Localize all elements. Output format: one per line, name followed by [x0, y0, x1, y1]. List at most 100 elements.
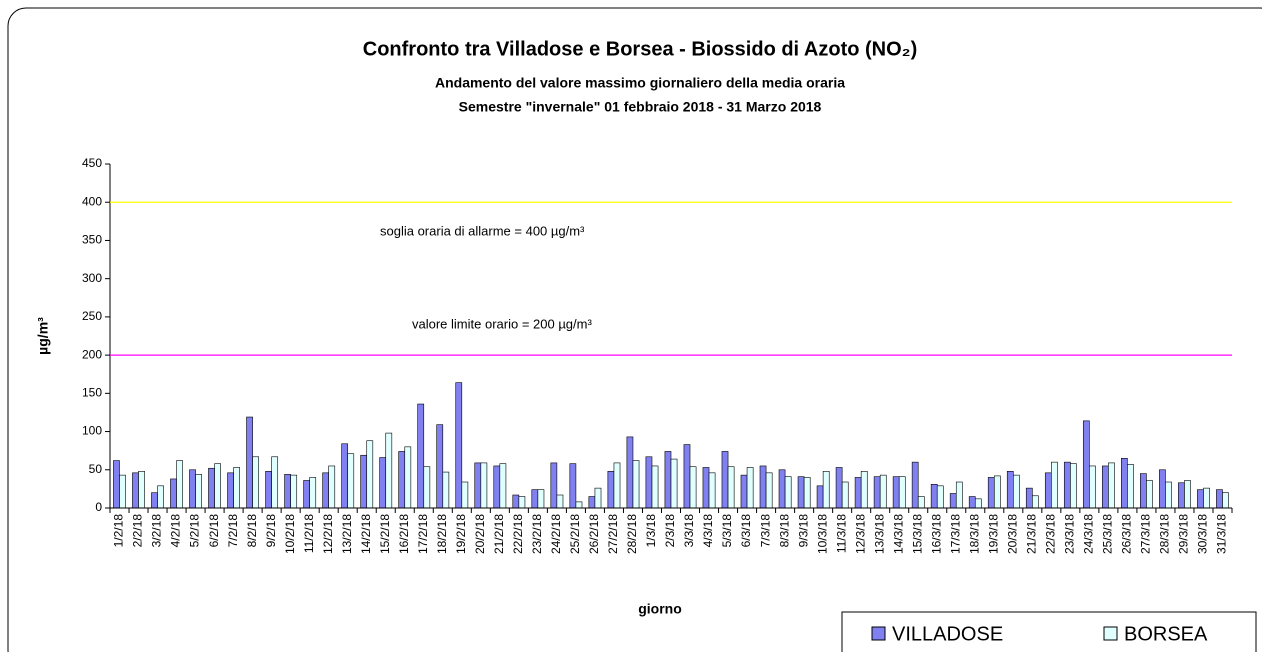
x-tick-label: 24/2/18 — [549, 514, 563, 554]
bar — [518, 496, 526, 509]
bar — [303, 480, 310, 509]
x-tick-label: 14/3/18 — [891, 514, 905, 554]
x-tick-label: 29/3/18 — [1177, 514, 1191, 554]
bar — [816, 485, 824, 509]
bar — [1013, 474, 1020, 509]
bar — [189, 469, 196, 509]
bar — [1165, 481, 1172, 509]
bar — [132, 472, 139, 509]
reference-label: valore limite orario = 200 µg/m³ — [412, 316, 592, 331]
legend — [841, 611, 1257, 652]
x-tick-label: 2/3/18 — [663, 514, 677, 548]
x-tick-label: 27/2/18 — [606, 514, 620, 554]
bar — [322, 472, 329, 509]
bar — [1159, 469, 1166, 509]
bar — [252, 456, 260, 509]
bar — [778, 469, 786, 509]
x-tick-label: 6/2/18 — [207, 514, 221, 548]
bar — [1089, 465, 1096, 509]
x-tick-label: 2/2/18 — [131, 514, 145, 548]
bar — [328, 465, 336, 509]
bar — [1127, 464, 1134, 509]
y-axis-label: µg/m³ — [35, 317, 51, 355]
x-tick-label: 25/2/18 — [568, 514, 582, 554]
bar — [613, 462, 621, 509]
bar — [537, 489, 545, 509]
chart-subtitle: Andamento del valore massimo giornaliero… — [435, 75, 845, 91]
x-tick-label: 16/2/18 — [397, 514, 411, 554]
bar — [1032, 495, 1039, 509]
x-tick-label: 5/3/18 — [720, 514, 734, 548]
x-tick-label: 18/2/18 — [435, 514, 449, 554]
bar — [480, 462, 488, 509]
bar — [493, 465, 501, 509]
bar — [138, 471, 145, 509]
bar — [936, 485, 944, 509]
x-tick-label: 31/3/18 — [1215, 514, 1229, 554]
y-tick-label: 300 — [82, 271, 102, 285]
bar — [151, 492, 158, 509]
bar — [1025, 487, 1033, 509]
x-tick-label: 30/3/18 — [1196, 514, 1210, 554]
bar — [550, 462, 558, 509]
bar — [265, 471, 272, 509]
bar — [689, 466, 697, 509]
x-tick-label: 14/2/18 — [359, 514, 373, 554]
bar — [746, 467, 754, 509]
y-tick-label: 450 — [82, 156, 102, 170]
x-tick-label: 19/2/18 — [454, 514, 468, 554]
bar — [626, 436, 634, 509]
bar — [176, 460, 183, 509]
bar — [683, 444, 691, 509]
bar — [708, 472, 716, 509]
chart-subtitle: Semestre "invernale" 01 febbraio 2018 - … — [459, 99, 822, 115]
x-tick-label: 28/2/18 — [625, 514, 639, 554]
x-tick-label: 7/2/18 — [226, 514, 240, 548]
y-tick-label: 100 — [82, 424, 102, 438]
bar — [195, 474, 202, 509]
x-tick-label: 22/3/18 — [1044, 514, 1058, 554]
bar — [917, 496, 925, 509]
x-tick-label: 26/3/18 — [1120, 514, 1134, 554]
bar — [398, 451, 406, 509]
bar — [797, 476, 805, 509]
x-tick-label: 12/2/18 — [321, 514, 335, 554]
bar — [822, 471, 830, 509]
bar — [379, 457, 387, 509]
bar — [1044, 472, 1052, 509]
x-tick-label: 21/3/18 — [1024, 514, 1038, 554]
bar — [1108, 462, 1115, 509]
bar — [911, 461, 919, 509]
legend-label: BORSEA — [1124, 623, 1208, 645]
x-tick-label: 1/2/18 — [112, 514, 126, 548]
x-tick-label: 15/2/18 — [378, 514, 392, 554]
x-axis-label: giorno — [638, 601, 682, 617]
bar — [1197, 489, 1204, 509]
y-tick-label: 400 — [82, 194, 102, 208]
bar — [955, 481, 963, 509]
bar — [360, 454, 368, 509]
x-tick-label: 21/2/18 — [492, 514, 506, 554]
x-tick-label: 18/3/18 — [967, 514, 981, 554]
x-tick-label: 23/2/18 — [530, 514, 544, 554]
bar — [607, 471, 615, 509]
x-tick-label: 8/2/18 — [245, 514, 259, 548]
bar — [632, 460, 640, 509]
bar — [879, 474, 887, 509]
bar — [233, 467, 240, 509]
x-tick-label: 9/2/18 — [264, 514, 278, 548]
bar — [930, 484, 938, 509]
x-tick-label: 3/2/18 — [150, 514, 164, 548]
bar — [157, 485, 164, 509]
y-tick-label: 200 — [82, 347, 102, 361]
bar — [1222, 492, 1229, 509]
x-tick-label: 25/3/18 — [1101, 514, 1115, 554]
x-tick-label: 6/3/18 — [739, 514, 753, 548]
x-tick-label: 13/3/18 — [872, 514, 886, 554]
bar — [873, 476, 881, 509]
x-tick-label: 4/3/18 — [701, 514, 715, 548]
bar — [556, 494, 564, 509]
chart-border — [7, 7, 1262, 652]
bar — [385, 432, 393, 509]
x-tick-label: 20/2/18 — [473, 514, 487, 554]
